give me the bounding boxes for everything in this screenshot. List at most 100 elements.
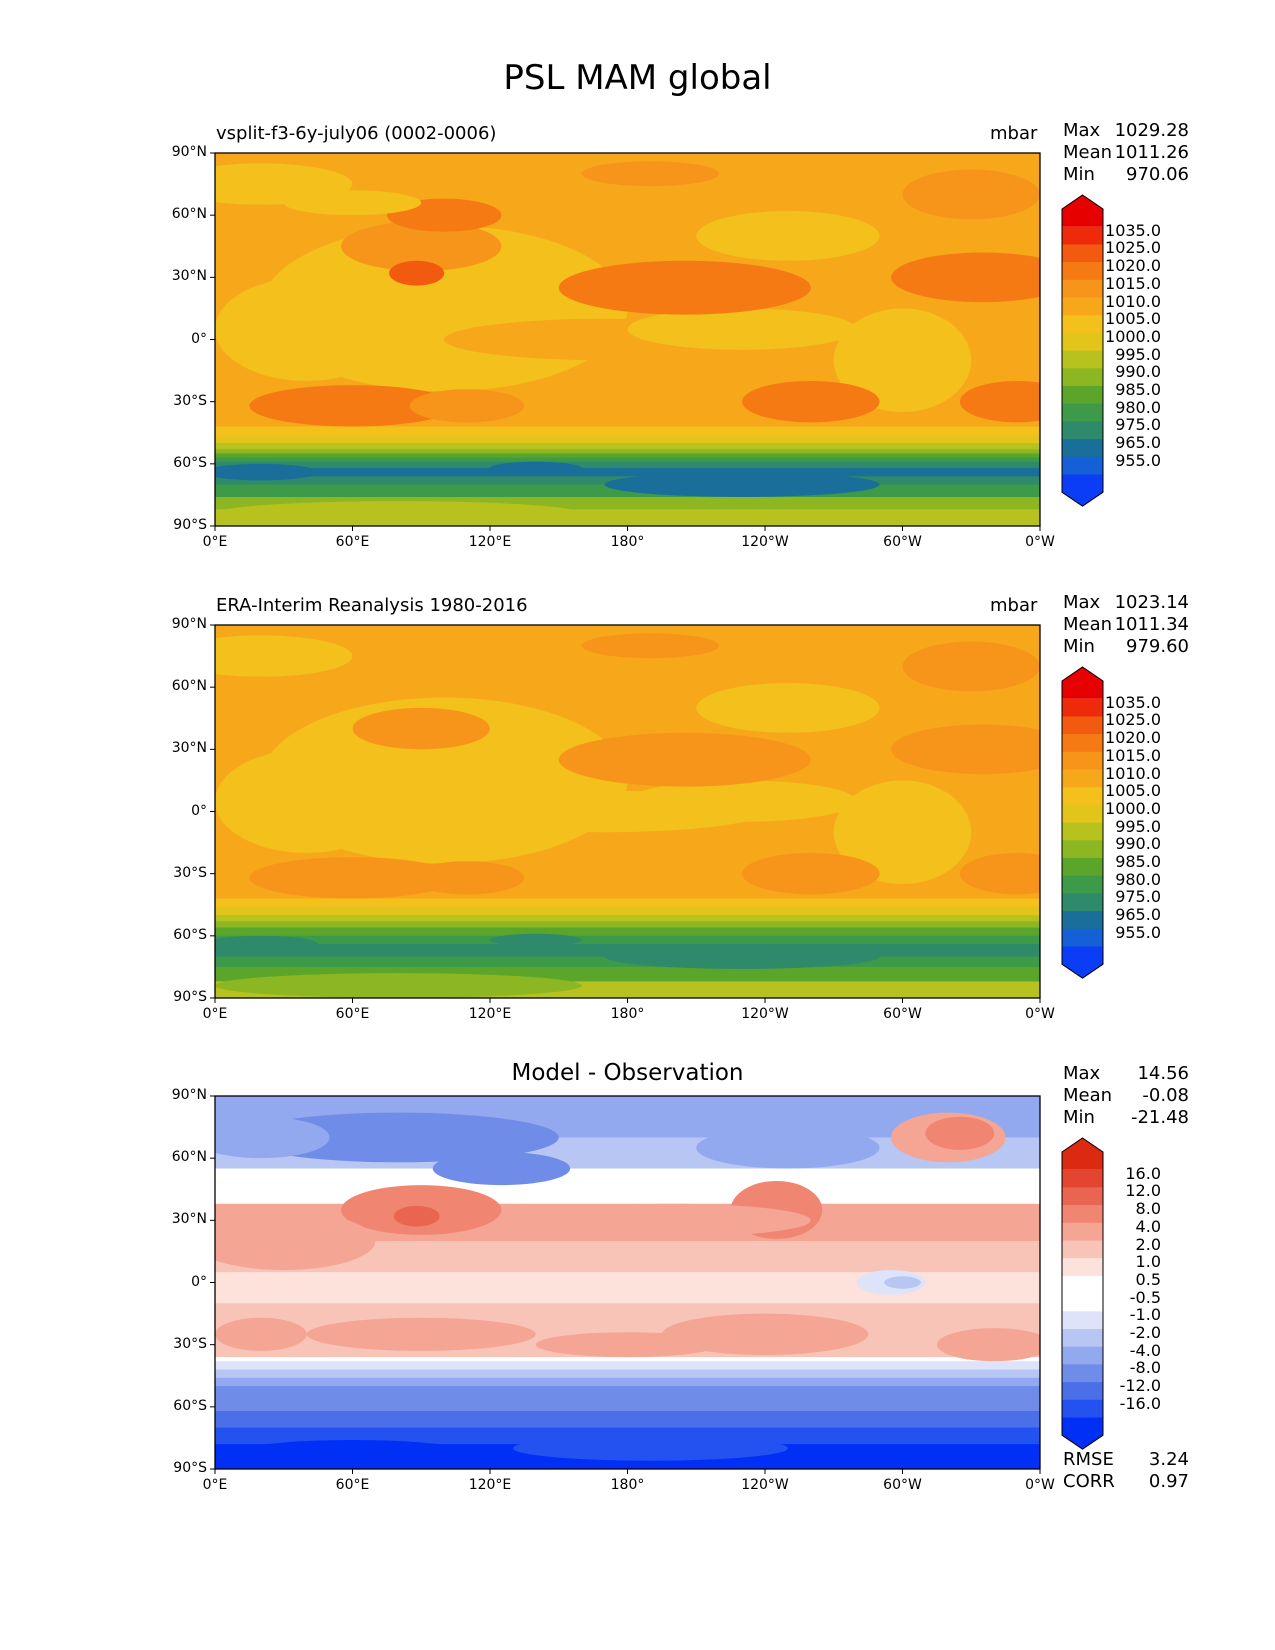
ytick-label: 60°N [171,206,207,223]
colorbar-label: 4.0 [1135,1216,1161,1236]
stat-label: Min [1063,164,1095,185]
xtick-label: 120°E [468,534,512,550]
stat-min: Min 970.06 [1063,164,1189,186]
xtick-label: 180° [610,1477,645,1493]
colorbar-swatch [1062,421,1103,440]
colorbar-label: 1010.0 [1105,763,1161,783]
colorbar-top-cap [1062,195,1103,227]
colorbar-label: -16.0 [1119,1393,1161,1413]
xtick-label: 60°E [335,1477,370,1493]
stat-label: Max [1063,592,1101,613]
stat-label: Mean [1063,142,1113,163]
stat-label: Min [1063,1107,1095,1128]
colorbar-bottom-cap [1062,946,1103,979]
xtick-label: 60°W [883,534,922,550]
colorbar-label: 16.0 [1125,1163,1161,1183]
colorbar-swatch [1062,279,1103,298]
ytick-label: 60°N [171,1149,207,1166]
stat-rmse: RMSE 3.24 [1063,1449,1189,1471]
ytick-label: 90°S [173,1460,207,1476]
colorbar-label: -1.0 [1129,1305,1161,1325]
ytick-label: 60°N [171,678,207,695]
colorbar-outline [1061,194,1104,507]
colorbar-swatch [1062,1222,1103,1241]
colorbar-label: 1000.0 [1105,798,1161,818]
colorbar-swatch [1062,822,1103,841]
colorbar-label: 975.0 [1115,887,1161,907]
colorbar-swatch [1062,1311,1103,1330]
colorbar-label: 12.0 [1125,1181,1161,1201]
stat-min: Min 979.60 [1063,636,1189,658]
colorbar-swatch [1062,386,1103,405]
stat-value: -0.08 [1142,1085,1189,1106]
colorbar-swatch [1062,751,1103,770]
colorbar-swatch [1062,1399,1103,1418]
stat-mean: Mean 1011.26 [1063,142,1189,164]
colorbar-swatch [1062,262,1103,281]
ytick-label: 90°S [173,517,207,533]
colorbar-bottom-cap [1062,474,1103,507]
stat-value: 1029.28 [1114,120,1189,141]
colorbar-swatch [1062,332,1103,352]
stat-max: Max 14.56 [1063,1063,1189,1085]
xtick-label: 120°W [741,1006,789,1022]
colorbar-swatch [1062,315,1103,334]
colorbar-swatch [1062,698,1103,717]
colorbar-swatch [1062,1187,1103,1206]
colorbar-outline [1061,1137,1104,1450]
colorbar-label: 1005.0 [1105,309,1161,329]
colorbar-swatch [1062,297,1103,316]
colorbar-label: 975.0 [1115,415,1161,435]
xtick-label: 60°W [883,1006,922,1022]
colorbar-label: 995.0 [1115,344,1161,364]
colorbar-swatch [1062,1240,1103,1259]
colorbar-swatch [1062,840,1103,859]
colorbar-label: 1035.0 [1105,220,1161,240]
colorbar-label: 1020.0 [1105,256,1161,276]
colorbar-swatch [1062,1293,1103,1312]
xtick-label: 60°W [883,1477,922,1493]
xtick-label: 0°E [202,1477,228,1493]
xtick-label: 120°E [468,1477,512,1493]
colorbar-label: 980.0 [1115,869,1161,889]
colorbar-swatch [1062,858,1103,877]
stat-label: CORR [1063,1471,1115,1492]
colorbar-swatch [1062,439,1103,458]
colorbar-label: 1025.0 [1105,238,1161,258]
stat-value: 1011.26 [1114,142,1189,163]
colorbar-swatch [1062,1169,1103,1188]
ytick-label: 0° [191,1273,207,1290]
colorbar-label: 965.0 [1115,905,1161,925]
colorbar-label: 1000.0 [1105,326,1161,346]
colorbar-label: 1025.0 [1105,710,1161,730]
colorbar-swatch [1062,244,1103,263]
colorbar-label: -8.0 [1129,1358,1161,1378]
ytick-label: 30°N [171,740,207,757]
xtick-label: 120°W [741,534,789,550]
stat-value: 970.06 [1126,164,1189,185]
colorbar-diff [1061,1137,1104,1450]
colorbar-swatch [1062,1275,1103,1295]
colorbar-label: -0.5 [1129,1287,1161,1307]
stat-min: Min -21.48 [1063,1107,1189,1129]
xtick-label: 120°E [468,1006,512,1022]
colorbar-label: 1015.0 [1105,745,1161,765]
xtick-label: 60°E [335,1006,370,1022]
colorbar-label: 965.0 [1115,433,1161,453]
ytick-label: 90°N [171,1087,207,1103]
panel-units: mbar [990,595,1038,616]
stat-max: Max 1029.28 [1063,120,1189,142]
colorbar-label: -12.0 [1119,1376,1161,1396]
colorbar-swatch [1062,893,1103,912]
colorbar-bottom-cap [1062,1417,1103,1450]
colorbar-swatch [1062,1382,1103,1401]
xtick-label: 180° [610,1006,645,1022]
panel-title-left: vsplit-f3-6y-july06 (0002-0006) [216,123,497,144]
colorbar-label: 2.0 [1135,1234,1161,1254]
colorbar-swatch [1062,769,1103,788]
ytick-label: 90°N [171,144,207,160]
panel-units: mbar [990,123,1038,144]
xtick-label: 0°W [1025,534,1055,550]
colorbar-label: -4.0 [1129,1340,1161,1360]
colorbar-swatch [1062,403,1103,422]
